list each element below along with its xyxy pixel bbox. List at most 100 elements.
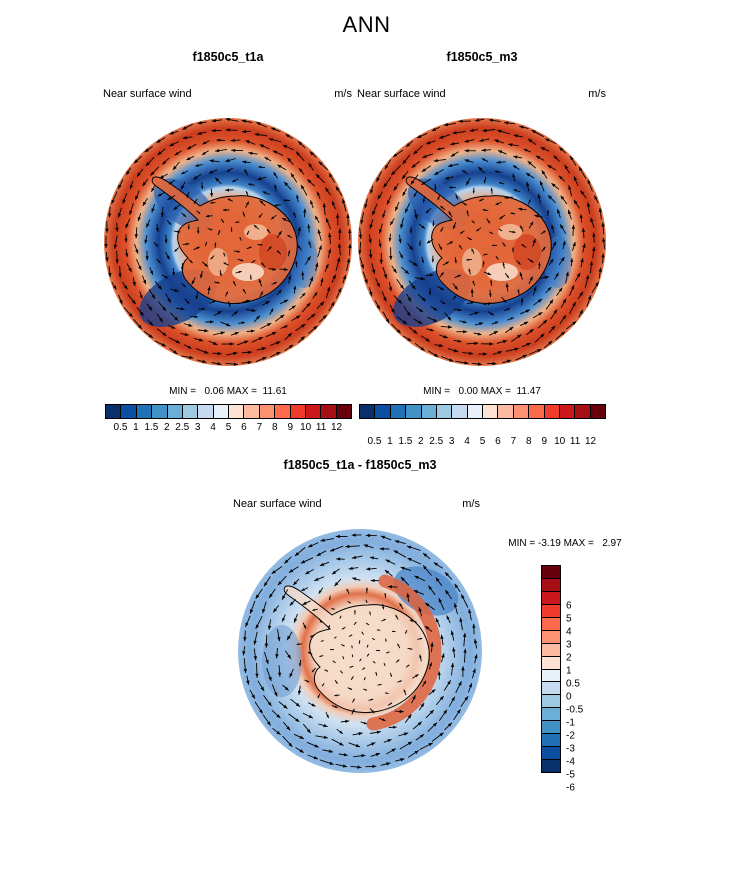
variable-label: Near surface wind <box>357 88 446 100</box>
colorbar-cell <box>541 707 561 722</box>
colorbar-cell <box>541 668 561 683</box>
variable-label: Near surface wind <box>233 498 322 510</box>
colorbar-tick-label: 5 <box>566 613 572 625</box>
colorbar-t1a <box>105 404 352 419</box>
colorbar-tick-label: 2.5 <box>175 422 190 433</box>
colorbar-cell <box>482 404 499 419</box>
colorbar-tick-label: 12 <box>331 422 343 433</box>
colorbar-cell <box>197 404 214 419</box>
colorbar-tick-label: 4 <box>566 626 572 638</box>
colorbar-tick-label: 11 <box>569 436 581 447</box>
minmax-m3: MIN = 0.00 MAX = 11.47 <box>423 386 541 397</box>
colorbar-m3 <box>359 404 606 419</box>
colorbar-tick-label: 9 <box>287 422 294 433</box>
colorbar-cell <box>151 404 168 419</box>
colorbar-tick-label: -1 <box>566 717 575 729</box>
colorbar-tick-label: 11 <box>315 422 327 433</box>
colorbar-cell <box>335 404 352 419</box>
colorbar-tick-label: 1 <box>387 436 393 447</box>
colorbar-tick-label: 8 <box>526 436 532 447</box>
colorbar-tick-label: 7 <box>510 436 517 447</box>
colorbar-cell <box>541 694 561 709</box>
colorbar-cell <box>374 404 391 419</box>
colorbar-ticks-diff: 6 5 4 3 2 1 0.5 0 -0.5 -1 -2 -3 -4 -5 -6 <box>559 593 593 801</box>
colorbar-cell <box>541 629 561 644</box>
panel-varrow-diff: Near surface wind m/s <box>233 498 480 510</box>
colorbar-tick-label: 7 <box>256 422 263 433</box>
wind-map-diff <box>238 529 482 773</box>
colorbar-cell <box>405 404 422 419</box>
colorbar-cell <box>574 404 591 419</box>
colorbar-tick-label: -6 <box>566 782 575 794</box>
colorbar-tick-label: 0.5 <box>113 422 128 433</box>
panel-title-m3: f1850c5_m3 <box>446 50 518 64</box>
colorbar-cell <box>541 746 561 761</box>
colorbar-cell <box>497 404 514 419</box>
colorbar-tick-label: 0.5 <box>566 678 580 690</box>
colorbar-tick-label: 1.5 <box>398 436 413 447</box>
colorbar-cell <box>105 404 122 419</box>
colorbar-cell <box>541 733 561 748</box>
colorbar-cell <box>558 404 576 419</box>
colorbar-tick-label: 10 <box>554 436 566 447</box>
colorbar-cell <box>541 577 561 592</box>
colorbar-cell <box>451 404 468 419</box>
panel-varrow-m3: Near surface wind m/s <box>357 88 606 100</box>
colorbar-cell <box>541 616 561 631</box>
colorbar-cell <box>212 404 229 419</box>
minmax-diff: MIN = -3.19 MAX = 2.97 <box>508 538 622 549</box>
colorbar-cell <box>435 404 453 419</box>
wind-vectors <box>104 117 352 366</box>
colorbar-tick-label: -0.5 <box>566 704 584 716</box>
variable-label: Near surface wind <box>103 88 192 100</box>
colorbar-cell <box>166 404 183 419</box>
colorbar-cell <box>135 404 153 419</box>
colorbar-tick-label: -5 <box>566 769 575 781</box>
colorbar-tick-label: 0 <box>566 691 572 703</box>
panel-title-t1a: f1850c5_t1a <box>192 50 264 64</box>
colorbar-cell <box>420 404 437 419</box>
colorbar-cell <box>541 590 561 605</box>
colorbar-cell <box>589 404 606 419</box>
colorbar-tick-label: 1 <box>133 422 139 433</box>
colorbar-tick-label: -3 <box>566 743 575 755</box>
panel-title-diff: f1850c5_t1a - f1850c5_m3 <box>283 458 437 472</box>
colorbar-tick-label: 6 <box>241 422 247 433</box>
figure-title: ANN <box>342 12 391 37</box>
colorbar-cell <box>543 404 560 419</box>
colorbar-tick-label: 2.5 <box>429 436 444 447</box>
wind-map-m3 <box>358 118 606 366</box>
colorbar-cell <box>304 404 322 419</box>
wind-vectors <box>242 533 478 769</box>
panel-varrow-t1a: Near surface wind m/s <box>103 88 352 100</box>
colorbar-cell <box>528 404 545 419</box>
colorbar-cell <box>320 404 337 419</box>
colorbar-cell <box>274 404 291 419</box>
colorbar-cell <box>466 404 483 419</box>
colorbar-cell <box>541 681 561 696</box>
colorbar-tick-label: 5 <box>479 436 486 447</box>
colorbar-ticks-t1a: 0.5 1 1.5 2 2.5 3 4 5 6 7 8 9 10 11 12 <box>105 420 352 434</box>
colorbar-tick-label: 6 <box>566 600 572 612</box>
units-label: m/s <box>588 88 606 100</box>
colorbar-cell <box>541 759 561 773</box>
colorbar-tick-label: 4 <box>210 422 216 433</box>
colorbar-diff <box>541 565 561 773</box>
colorbar-tick-label: 2 <box>566 652 572 664</box>
colorbar-tick-label: -2 <box>566 730 575 742</box>
colorbar-cell <box>228 404 245 419</box>
units-label: m/s <box>334 88 352 100</box>
colorbar-cell <box>243 404 260 419</box>
colorbar-cell <box>541 642 561 657</box>
colorbar-cell <box>512 404 530 419</box>
colorbar-tick-label: -4 <box>566 756 575 768</box>
wind-vectors <box>358 118 606 366</box>
colorbar-ticks-m3: 0.5 1 1.5 2 2.5 3 4 5 6 7 8 9 10 11 12 <box>359 434 606 448</box>
colorbar-cell <box>120 404 137 419</box>
colorbar-cell <box>541 720 561 735</box>
colorbar-tick-label: 5 <box>225 422 232 433</box>
colorbar-tick-label: 10 <box>300 422 312 433</box>
colorbar-tick-label: 12 <box>585 436 597 447</box>
wind-map-t1a <box>104 117 352 366</box>
